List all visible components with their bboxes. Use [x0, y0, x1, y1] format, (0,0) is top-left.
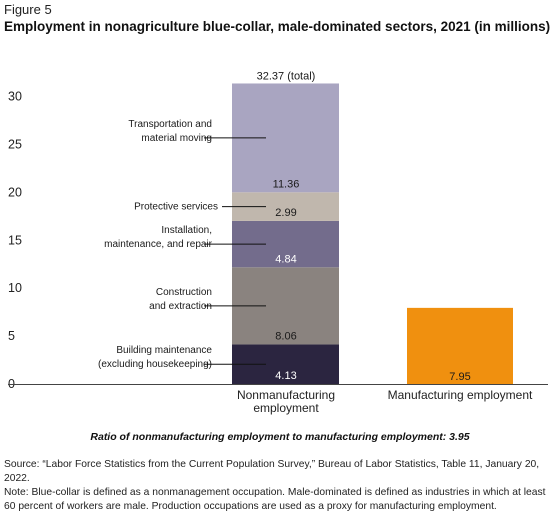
y-tick-label-15: 15: [8, 233, 22, 247]
bar-value-label-5: 7.95: [449, 371, 470, 383]
bar-value-label-3: 2.99: [275, 207, 296, 219]
segment-label-0-1: (excluding housekeeping): [98, 359, 212, 370]
x-category-label-0-1: employment: [253, 401, 319, 415]
bar-value-label-0: 4.13: [275, 370, 296, 382]
total-label: 32.37 (total): [257, 70, 316, 82]
segment-label-1-1: and extraction: [149, 301, 212, 312]
y-tick-label-5: 5: [8, 329, 15, 343]
x-category-label-0-0: Nonmanufacturing: [237, 388, 335, 402]
ratio-caption: Ratio of nonmanufacturing employment to …: [90, 431, 470, 443]
segment-label-2-0: Installation,: [161, 225, 212, 236]
segment-label-0-0: Building maintenance: [116, 345, 212, 356]
chart-title: Employment in nonagriculture blue-collar…: [4, 19, 551, 34]
bar-value-label-4: 11.36: [273, 178, 300, 190]
segment-label-2-1: maintenance, and repair: [104, 239, 213, 250]
y-tick-label-10: 10: [8, 281, 22, 295]
segment-label-4-0: Transportation and: [128, 119, 212, 130]
bar-value-label-1: 8.06: [275, 330, 296, 342]
y-tick-label-30: 30: [8, 90, 22, 104]
source-note: Source: “Labor Force Statistics from the…: [4, 459, 540, 484]
definition-note: Note: Blue-collar is defined as a nonman…: [4, 487, 546, 512]
y-tick-label-20: 20: [8, 185, 22, 199]
y-tick-label-25: 25: [8, 138, 22, 152]
x-category-label-1-0: Manufacturing employment: [388, 388, 533, 402]
segment-label-1-0: Construction: [156, 287, 212, 298]
figure-label: Figure 5: [4, 2, 52, 17]
bar-value-label-2: 4.84: [275, 253, 296, 265]
segment-label-4-1: material moving: [141, 133, 212, 144]
bar-segment-5: [407, 307, 513, 384]
segment-label-3-0: Protective services: [134, 202, 218, 213]
